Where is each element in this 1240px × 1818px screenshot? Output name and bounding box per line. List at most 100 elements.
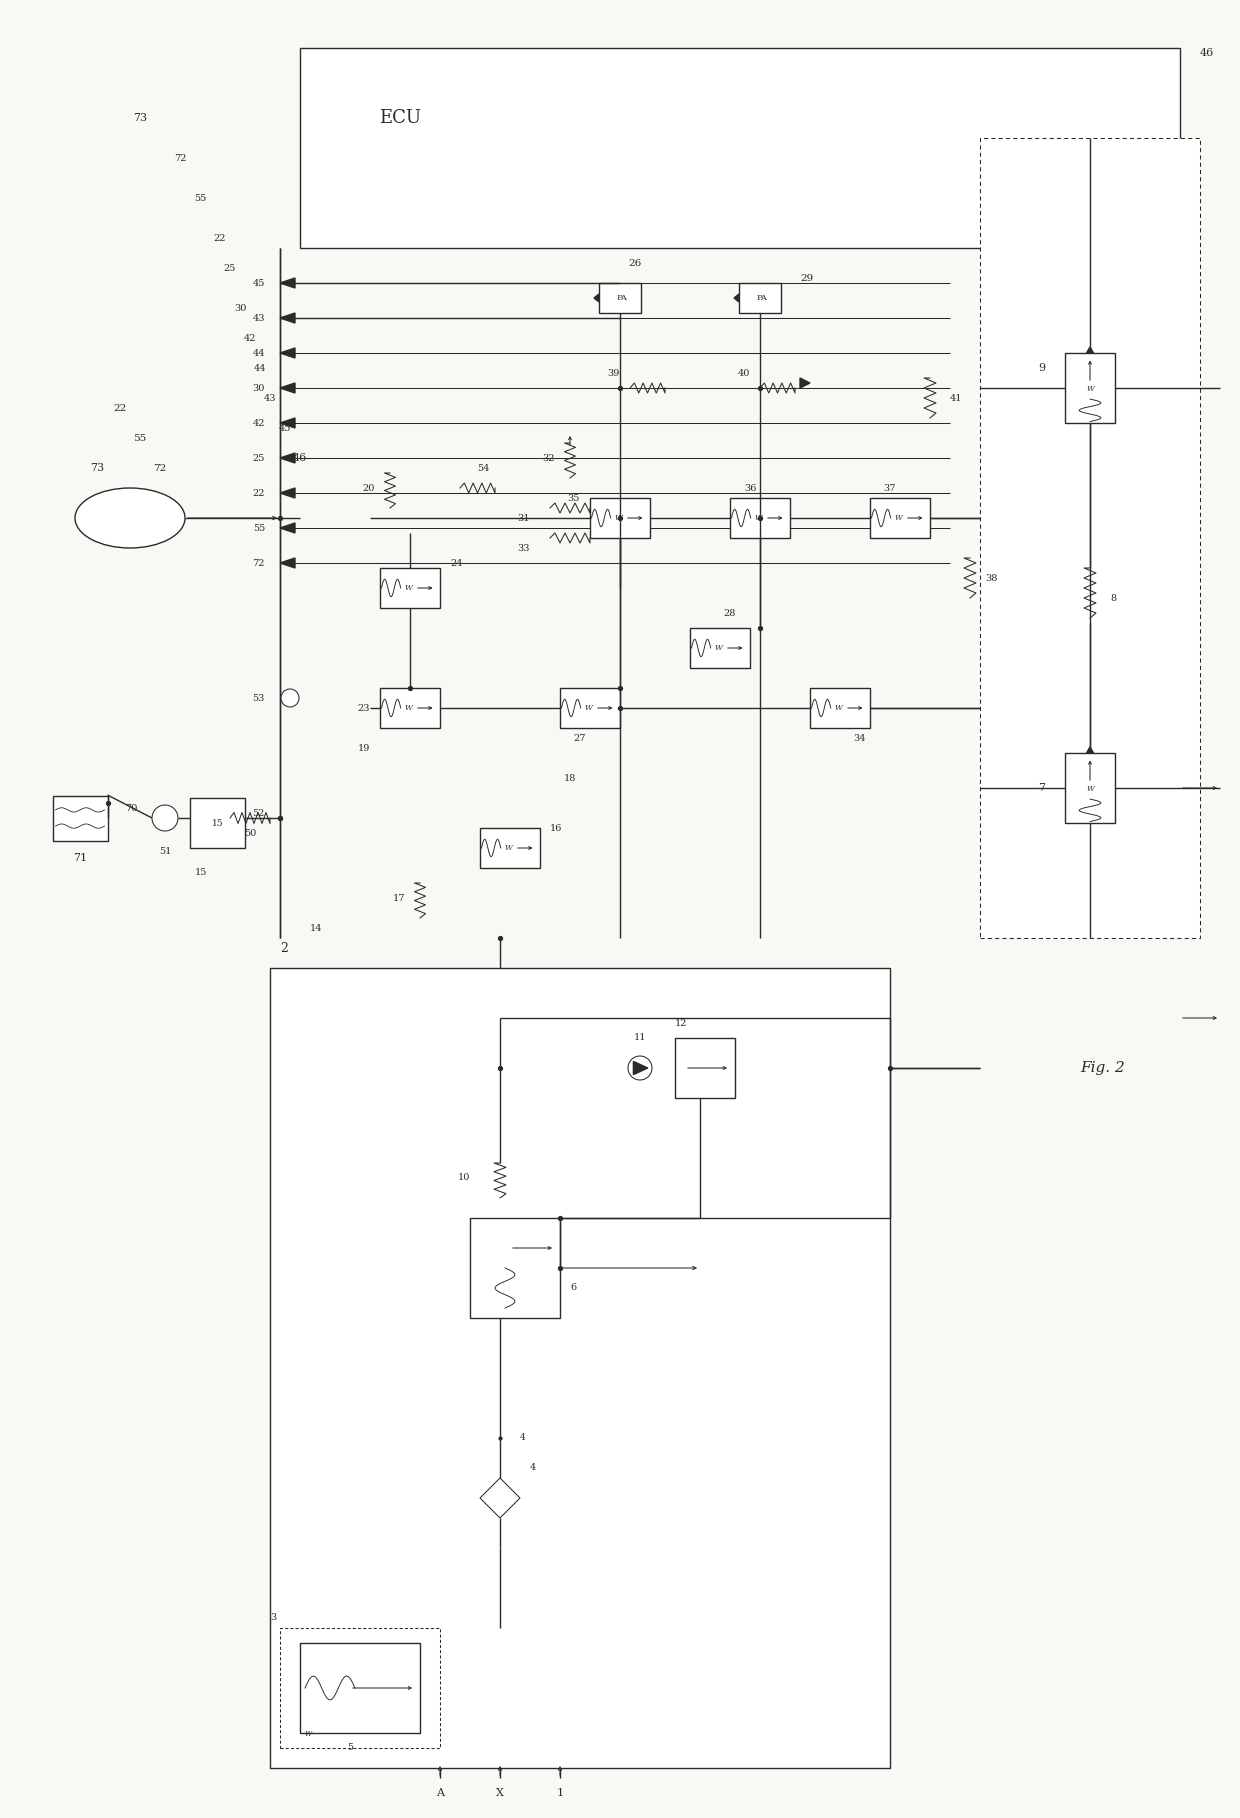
Text: 24: 24	[450, 558, 463, 567]
Bar	[590, 498, 650, 538]
Bar	[52, 796, 108, 840]
Text: 17: 17	[393, 893, 405, 902]
Bar	[379, 567, 440, 607]
Polygon shape	[280, 453, 295, 464]
Text: 73: 73	[91, 464, 104, 473]
Text: W: W	[714, 644, 723, 653]
Bar	[379, 687, 440, 727]
Text: W: W	[505, 844, 512, 853]
Polygon shape	[280, 487, 295, 498]
Text: 4: 4	[520, 1434, 526, 1442]
Text: 7: 7	[1038, 784, 1045, 793]
Text: 15: 15	[195, 867, 207, 876]
Text: 42: 42	[253, 418, 265, 427]
Text: 38: 38	[985, 573, 997, 582]
Polygon shape	[480, 1478, 520, 1518]
Text: 50: 50	[244, 829, 257, 838]
Text: ECU: ECU	[379, 109, 422, 127]
Text: 46: 46	[1200, 47, 1214, 58]
Text: PA: PA	[616, 295, 627, 302]
Text: 46: 46	[293, 453, 308, 464]
Text: 42: 42	[244, 333, 257, 342]
Text: 8: 8	[1110, 593, 1116, 602]
Text: 26: 26	[629, 258, 641, 267]
Text: 1: 1	[557, 1787, 563, 1798]
Polygon shape	[280, 418, 295, 427]
Text: 25: 25	[223, 264, 236, 273]
Text: A: A	[436, 1787, 444, 1798]
Text: 71: 71	[73, 853, 87, 864]
Text: 45: 45	[279, 424, 291, 433]
Text: 55: 55	[134, 433, 146, 442]
Bar	[270, 967, 890, 1767]
Bar	[300, 47, 1180, 247]
Circle shape	[281, 689, 299, 707]
Text: 44: 44	[254, 364, 267, 373]
Text: 5: 5	[347, 1743, 353, 1753]
Bar	[190, 798, 246, 847]
Text: 31: 31	[517, 513, 529, 522]
Bar	[1065, 353, 1115, 424]
Text: 70: 70	[125, 804, 138, 813]
Text: 22: 22	[253, 489, 265, 498]
Polygon shape	[280, 524, 295, 533]
Bar	[689, 627, 750, 667]
Bar	[599, 284, 641, 313]
Text: 55: 55	[253, 524, 265, 533]
Circle shape	[153, 805, 179, 831]
Polygon shape	[1086, 747, 1094, 753]
Text: 32: 32	[543, 453, 556, 462]
Text: 18: 18	[564, 773, 577, 782]
Text: 11: 11	[634, 1033, 646, 1042]
Text: 33: 33	[517, 544, 529, 553]
Bar	[280, 1627, 440, 1747]
Text: 55: 55	[193, 193, 206, 202]
Text: W: W	[894, 514, 903, 522]
Text: W: W	[835, 704, 842, 713]
Text: 73: 73	[133, 113, 148, 124]
Text: W: W	[1086, 385, 1094, 393]
Text: 39: 39	[608, 369, 620, 378]
Bar	[810, 687, 870, 727]
Text: X: X	[496, 1787, 503, 1798]
Polygon shape	[594, 295, 599, 302]
Text: 54: 54	[477, 464, 490, 473]
Text: 43: 43	[253, 313, 265, 322]
Text: W: W	[1086, 785, 1094, 793]
Text: W: W	[755, 514, 763, 522]
Text: 6: 6	[570, 1284, 577, 1293]
Text: W: W	[404, 584, 413, 593]
Circle shape	[627, 1056, 652, 1080]
Text: 10: 10	[458, 1173, 470, 1182]
Text: 37: 37	[884, 484, 897, 493]
Text: Fig. 2: Fig. 2	[1080, 1062, 1125, 1074]
Polygon shape	[280, 558, 295, 567]
Text: 72: 72	[154, 464, 166, 473]
Text: 2: 2	[280, 942, 288, 954]
Text: 19: 19	[357, 744, 370, 753]
Polygon shape	[800, 378, 810, 387]
Bar	[470, 1218, 560, 1318]
Polygon shape	[280, 278, 295, 287]
Text: 35: 35	[568, 493, 580, 502]
Text: 22: 22	[113, 404, 126, 413]
Text: 20: 20	[362, 484, 374, 493]
Text: 41: 41	[950, 393, 962, 402]
Text: W: W	[305, 1731, 312, 1738]
Polygon shape	[280, 384, 295, 393]
Text: 30: 30	[234, 304, 247, 313]
Polygon shape	[634, 1062, 647, 1074]
Text: 43: 43	[264, 393, 277, 402]
Text: 34: 34	[854, 733, 867, 742]
Bar	[1065, 753, 1115, 824]
Text: 16: 16	[551, 824, 563, 833]
Text: 14: 14	[310, 924, 322, 933]
Text: 23: 23	[357, 704, 370, 713]
Text: 44: 44	[253, 349, 265, 358]
Text: 28: 28	[724, 609, 737, 618]
Text: PA: PA	[756, 295, 766, 302]
Text: W: W	[615, 514, 622, 522]
Text: 45: 45	[253, 278, 265, 287]
Text: 27: 27	[574, 733, 587, 742]
Bar	[480, 827, 539, 867]
